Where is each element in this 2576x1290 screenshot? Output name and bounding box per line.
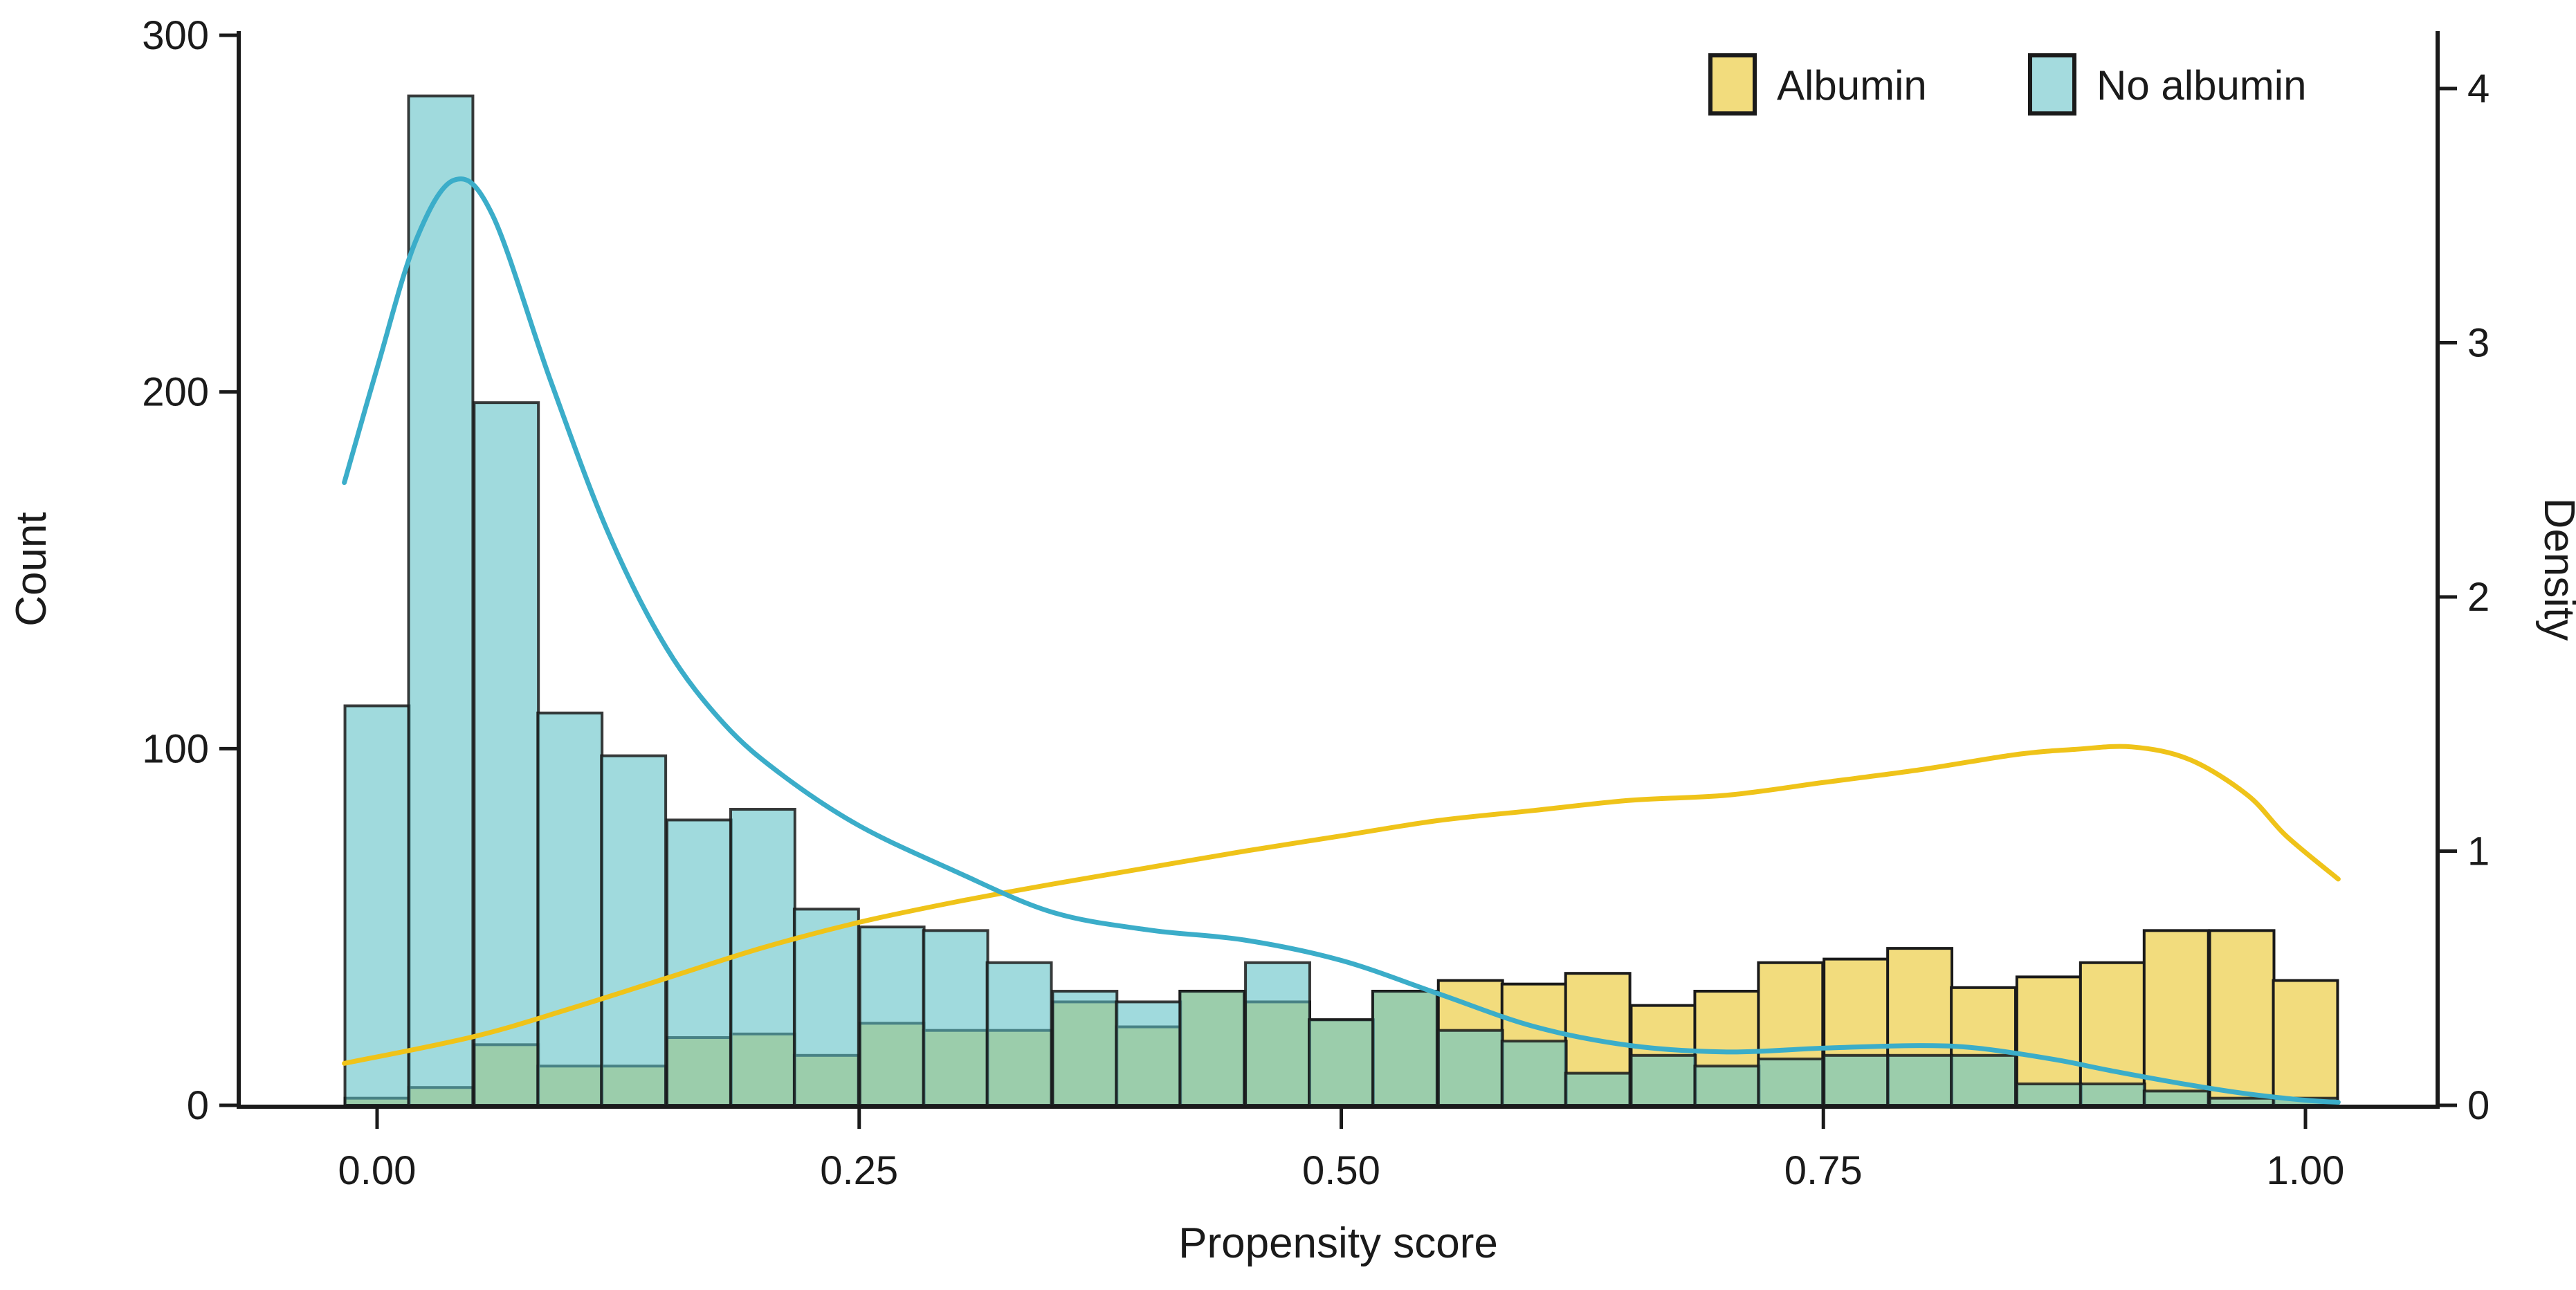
y-left-tick-label: 300 [142,13,209,58]
histogram-bar-albumin [2272,979,2339,1107]
histogram-bar-no-albumin [1950,1053,2018,1107]
histogram-bar-no-albumin [1500,1040,1568,1107]
histogram-bar-no-albumin [922,929,989,1107]
y-left-tick-label: 100 [142,726,209,771]
histogram-bar-no-albumin [2015,1082,2083,1107]
y-axis-title-count: Count [8,512,55,626]
histogram-bar-no-albumin [1308,1018,1375,1107]
density-curve-no-albumin [342,176,2341,1105]
histogram-bar-no-albumin [1244,961,1311,1107]
histogram-bar-no-albumin [1886,1053,1954,1107]
histogram-bar-no-albumin [536,711,604,1107]
histogram-bar-no-albumin [473,401,540,1107]
histogram-bar-no-albumin [1178,989,1246,1107]
histogram-bar-no-albumin [2079,1082,2146,1107]
histogram-bar-no-albumin [985,961,1053,1107]
y-left-tick-label: 0 [187,1083,209,1128]
y-right-tick-label: 3 [2467,321,2490,366]
histogram-bar-no-albumin [1564,1071,1632,1107]
histogram-bar-no-albumin [1823,1053,1890,1107]
histogram-bar-no-albumin [1693,1065,1761,1107]
histogram-bar-no-albumin [1051,989,1119,1107]
x-tick-label: 0.50 [1302,1148,1380,1193]
legend: Albumin No albumin [1708,53,2307,116]
x-tick-label: 0.75 [1784,1148,1863,1193]
histogram-bar-no-albumin [600,754,668,1107]
histogram-bar-no-albumin [1757,1057,1825,1107]
density-curves-layer [342,176,2341,1105]
histogram-bar-albumin [2142,929,2210,1107]
axes-layer: 0 100 200 300 0 1 2 3 4 0.00 0.25 0.50 0.75 1.00 [142,13,2490,1193]
legend-label-albumin: Albumin [1777,62,1927,109]
x-tick-label: 0.00 [338,1148,417,1193]
y-right-tick-label: 2 [2467,575,2490,620]
x-tick-label: 0.25 [820,1148,898,1193]
histogram-bar-albumin [2208,929,2276,1107]
y-right-tick-label: 0 [2467,1083,2490,1128]
histogram-bar-no-albumin [1436,1029,1504,1107]
histogram-bar-no-albumin [1371,989,1438,1107]
histogram-bar-no-albumin [1629,1053,1697,1107]
y-axis-title-density: Density [2535,498,2576,641]
y-right-tick-label: 1 [2467,829,2490,874]
histogram-bar-no-albumin [729,807,796,1107]
legend-swatch-albumin-icon [1708,53,1757,116]
histogram-bar-no-albumin [2208,1096,2276,1107]
x-tick-label: 1.00 [2267,1148,2345,1193]
histogram-bars-layer [343,94,2339,1107]
legend-swatch-no-albumin-icon [2028,53,2076,116]
histogram-bar-no-albumin [1115,1000,1182,1107]
histogram-bar-no-albumin [2142,1089,2210,1107]
y-right-tick-label: 4 [2467,66,2490,111]
density-curve-albumin [342,744,2341,1066]
y-left-tick-label: 200 [142,370,209,415]
x-axis-title: Propensity score [1178,1219,1498,1267]
histogram-bar-no-albumin [407,94,475,1107]
histogram-bar-no-albumin [858,925,926,1107]
histogram-bar-no-albumin [343,704,411,1107]
legend-label-no-albumin: No albumin [2097,62,2307,109]
